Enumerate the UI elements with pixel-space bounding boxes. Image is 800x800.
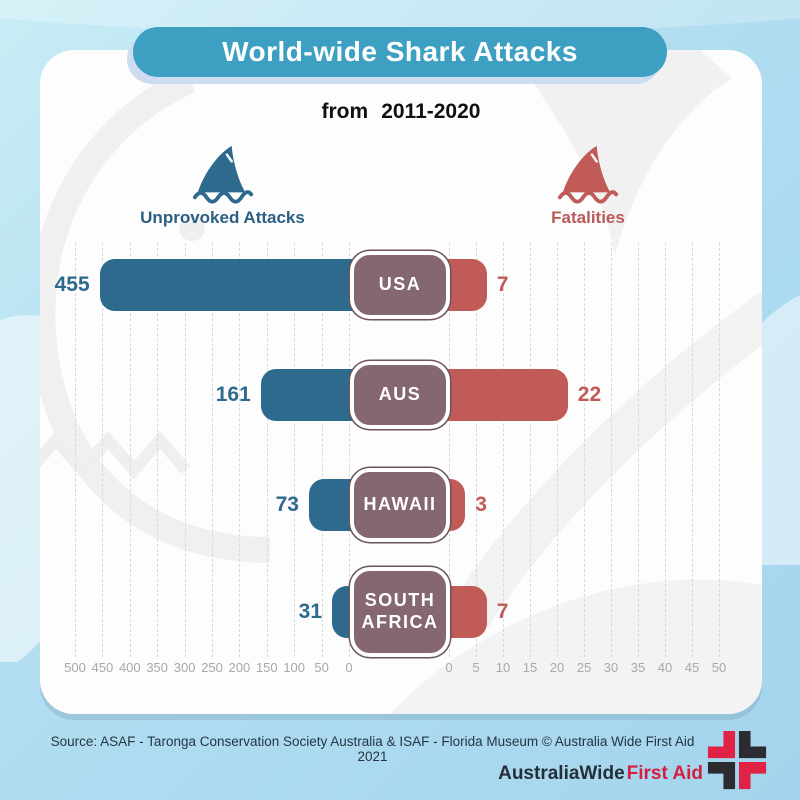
chart-grid: 500 450 400 350 300 250 200 150 100 50 0 0 5 10 15 20 25… — [40, 50, 762, 714]
attacks-value: 73 — [275, 493, 299, 516]
chart-title-text: World-wide Shark Attacks — [222, 36, 578, 67]
chart-subtitle: from 2011-2020 — [40, 100, 762, 124]
gridline-right-40 — [665, 243, 666, 657]
axis-tick-right-5: 5 — [472, 660, 480, 675]
axis-tick-right-20: 20 — [549, 660, 565, 675]
gridline-right-25 — [584, 243, 585, 657]
shark-fin-bottom-shape — [390, 579, 762, 714]
gridline-left-100 — [294, 243, 296, 657]
shark-teeth-zigzag — [40, 430, 191, 480]
subtitle-range: 2011-2020 — [381, 100, 481, 123]
axis-tick-left-300: 300 — [173, 660, 196, 675]
gridline-left-350 — [157, 243, 159, 657]
gridline-left-200 — [239, 243, 241, 657]
fatalities-value: 7 — [496, 600, 509, 623]
axis-tick-right-40: 40 — [657, 660, 673, 675]
gridline-left-50 — [321, 243, 323, 657]
fatalities-value: 22 — [577, 383, 602, 406]
gridline-left-300 — [184, 243, 186, 657]
axis-tick-right-50: 50 — [711, 660, 727, 675]
fatalities-value: 7 — [496, 273, 509, 296]
first-aid-cross-logo — [707, 730, 767, 790]
axis-tick-left-350: 350 — [146, 660, 169, 675]
axis-tick-right-30: 30 — [603, 660, 619, 675]
gridline-right-5 — [476, 243, 477, 657]
chart-title: World-wide Shark Attacks — [133, 27, 667, 77]
blue-shark-fin-icon — [192, 145, 253, 204]
gridline-right-20 — [557, 243, 558, 657]
axis-tick-right-25: 25 — [576, 660, 592, 675]
axis-tick-right-35: 35 — [630, 660, 646, 675]
axis-tick-left-400: 400 — [118, 660, 141, 675]
axis-tick-right-15: 15 — [522, 660, 538, 675]
gridline-left-400 — [129, 243, 131, 657]
infographic-card: from 2011-2020 Unprovoked Attacks Fatalit… — [40, 50, 762, 714]
gridline-right-15 — [530, 243, 531, 657]
brand-wordmark: AustraliaWide First Aid — [498, 763, 703, 785]
axis-tick-left-50: 50 — [314, 660, 329, 675]
legend-fatalities: Fatalities — [508, 142, 668, 228]
category-label-south-africa: SOUTH AFRICA — [350, 567, 450, 657]
top-wash-shape — [0, 0, 800, 35]
axis-tick-left-450: 450 — [91, 660, 114, 675]
legend-label-attacks: Unprovoked Attacks — [140, 208, 305, 227]
axis-tick-left-200: 200 — [228, 660, 251, 675]
red-shark-fin-icon — [557, 145, 619, 204]
category-label-usa: USA — [350, 251, 450, 319]
axis-tick-left-100: 100 — [283, 660, 306, 675]
gridline-right-30 — [611, 243, 612, 657]
brand-name-firstaid: First Aid — [626, 763, 703, 784]
gridline-right-0 — [449, 243, 450, 657]
axis-tick-left-250: 250 — [201, 660, 223, 675]
shark-watermark — [40, 50, 762, 714]
attacks-value: 455 — [54, 273, 90, 296]
legend-label-fatalities: Fatalities — [551, 208, 625, 227]
gridline-right-35 — [638, 243, 639, 657]
gridline-right-45 — [692, 243, 693, 657]
subtitle-prefix: from — [321, 100, 369, 123]
shark-body-curve — [451, 290, 762, 627]
source-attribution: Source: ASAF - Taronga Conservation Soci… — [50, 734, 695, 764]
axis-tick-left-0: 0 — [345, 660, 353, 675]
attacks-value: 31 — [298, 600, 322, 623]
gridline-left-0 — [349, 243, 350, 657]
shark-head-outline — [40, 68, 271, 563]
attacks-value: 161 — [215, 383, 251, 406]
gridline-right-50 — [719, 243, 720, 657]
brand-name-australiawide: AustraliaWide — [498, 763, 625, 784]
shark-tail-shape — [510, 50, 732, 255]
gridline-right-10 — [503, 243, 504, 657]
legend-unprovoked-attacks: Unprovoked Attacks — [115, 142, 330, 228]
category-label-aus: AUS — [350, 361, 450, 429]
gridline-left-150 — [266, 243, 268, 657]
axis-tick-right-10: 10 — [495, 660, 511, 675]
attacks-bar — [99, 259, 396, 311]
shark-eye — [179, 215, 205, 241]
gridline-left-250 — [212, 243, 213, 657]
gridline-left-500 — [75, 243, 76, 657]
axis-tick-right-45: 45 — [684, 660, 700, 675]
chart-rows: 455 7 USA 161 22 AUS 73 3 HAWAII 31 7 SOUTH AFRICA — [40, 50, 762, 714]
category-label-hawaii: HAWAII — [350, 468, 450, 542]
axis-tick-right-0: 0 — [445, 660, 453, 675]
fatalities-value: 3 — [475, 493, 487, 516]
axis-tick-left-150: 150 — [255, 660, 278, 675]
gridline-left-450 — [102, 243, 104, 657]
axis-tick-left-500: 500 — [64, 660, 86, 675]
